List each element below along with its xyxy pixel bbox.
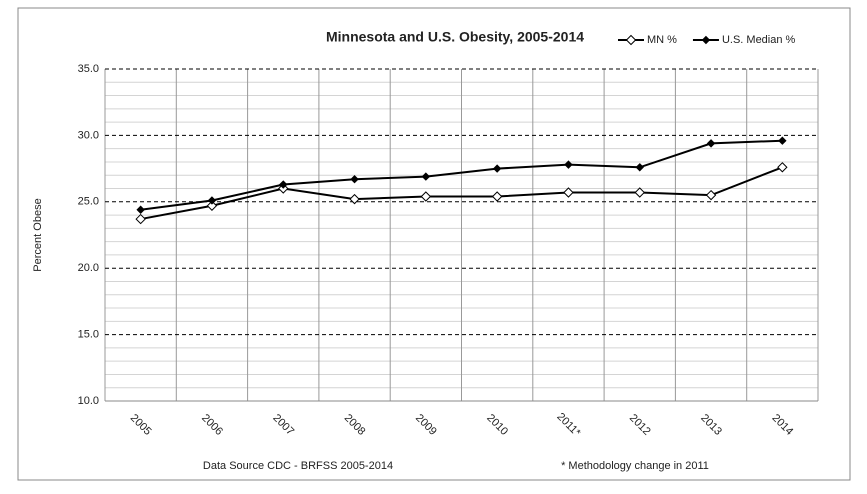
marker [777,162,788,173]
annotation: * Methodology change in 2011 [561,460,709,472]
series-line [140,139,783,211]
marker [206,200,218,211]
marker [564,160,573,169]
chart-title: Minnesota and U.S. Obesity, 2005-2014 [326,29,584,45]
legend-label: MN % [647,34,677,46]
marker [349,193,360,205]
y-tick-label: 15.0 [78,329,99,341]
chart-frame [17,7,851,481]
marker [701,35,711,45]
y-tick-label: 20.0 [78,262,99,274]
marker [706,139,716,148]
marker [136,205,145,214]
marker [705,189,717,201]
marker [778,136,787,145]
marker [421,172,431,181]
y-tick-label: 25.0 [78,196,99,208]
marker [635,163,644,172]
marker [135,213,146,225]
marker [491,191,503,202]
marker [563,187,574,198]
legend-label: U.S. Median % [722,34,796,46]
marker [207,196,217,205]
marker [279,180,288,189]
y-tick-label: 10.0 [78,395,99,407]
series-line [140,166,783,221]
y-tick-label: 30.0 [78,129,99,141]
marker [625,34,637,46]
marker [420,191,432,202]
y-axis-label: Percent Obese [32,198,44,271]
marker [492,164,502,173]
y-tick-label: 35.0 [78,63,99,75]
marker [350,175,359,184]
annotation: Data Source CDC - BRFSS 2005-2014 [203,460,393,472]
marker [634,187,645,198]
